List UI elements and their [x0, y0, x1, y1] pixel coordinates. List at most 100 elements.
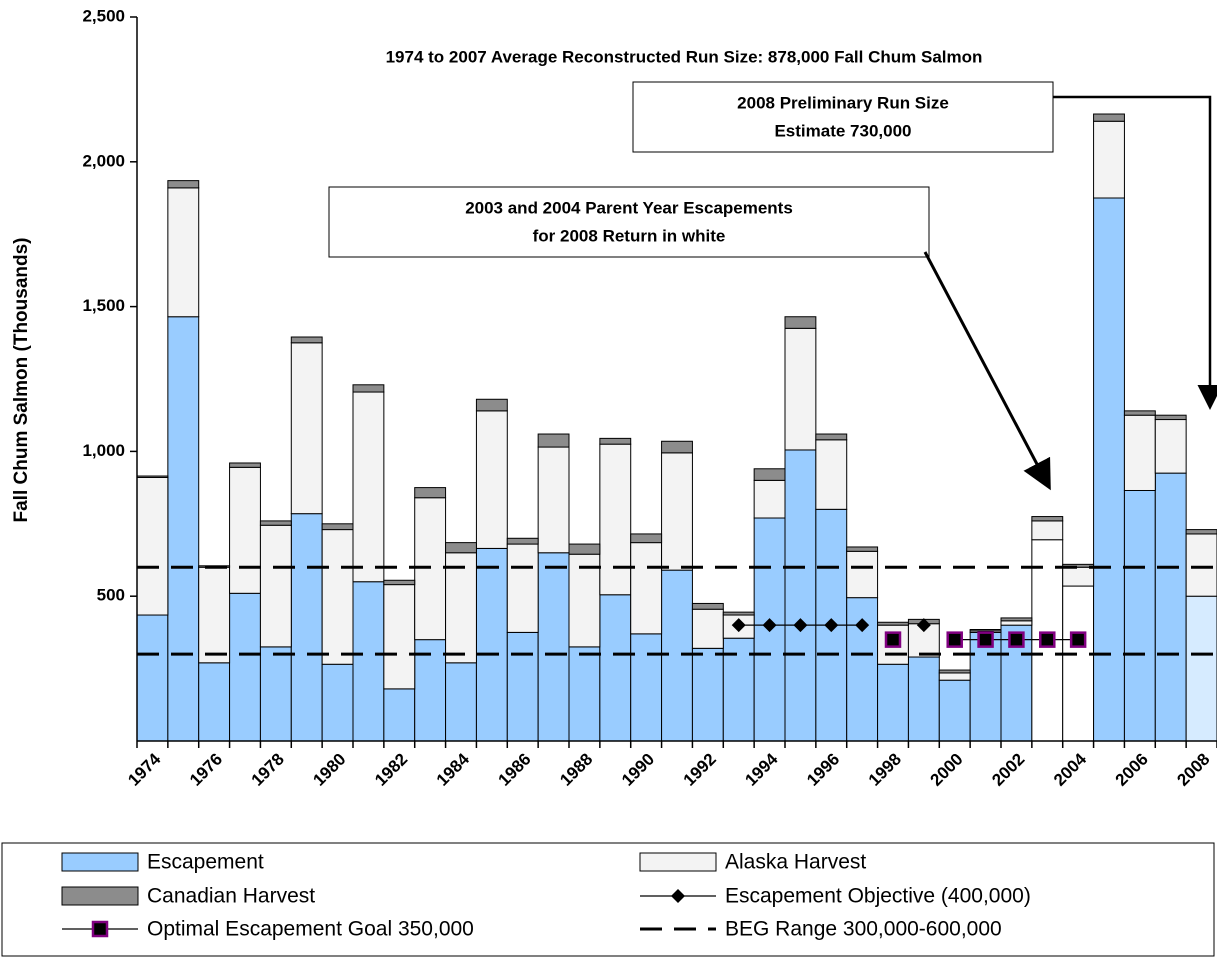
legend-swatch — [91, 920, 109, 938]
bar-segment — [1062, 566, 1095, 587]
line-marker — [1069, 631, 1087, 648]
bar-segment — [568, 553, 601, 648]
bar-segment — [229, 466, 261, 594]
bar-segment — [1000, 617, 1033, 622]
bar-segment — [321, 663, 354, 742]
bar-segment — [167, 316, 200, 742]
annotation-box — [328, 186, 930, 258]
bar-segment — [383, 579, 416, 586]
bar-segment — [1185, 533, 1217, 597]
bar-segment — [383, 584, 416, 690]
bar-segment — [568, 543, 601, 555]
line-marker — [762, 618, 777, 633]
x-tick-label: 2002 — [988, 750, 1028, 790]
bar-segment — [229, 462, 261, 468]
bar-segment — [691, 602, 724, 610]
bar-segment — [475, 398, 508, 412]
bar-segment — [506, 631, 539, 742]
legend-label: Alaska Harvest — [725, 851, 866, 874]
bar-segment — [753, 479, 786, 519]
x-tick-label: 1976 — [186, 750, 226, 790]
bar-segment — [537, 552, 570, 742]
bar-segment — [630, 533, 663, 544]
line-marker — [1039, 631, 1056, 648]
bar-segment — [290, 342, 323, 515]
legend-label: Escapement — [147, 851, 264, 874]
x-tick-label: 1990 — [618, 750, 658, 790]
bar-segment — [753, 468, 786, 481]
x-tick-label: 1982 — [371, 750, 411, 790]
bar-segment — [136, 476, 169, 616]
bar-segment — [568, 646, 601, 742]
annotation-text: for 2008 Return in white — [533, 226, 726, 245]
bar-segment — [198, 566, 231, 664]
bar-segment — [290, 513, 323, 742]
bar-segment — [414, 487, 447, 499]
bar-segment — [445, 662, 477, 742]
bar-segment — [691, 647, 724, 742]
bar-segment — [1031, 516, 1064, 522]
line-marker — [793, 618, 808, 633]
bar-segment — [630, 542, 663, 635]
x-tick-label: 1996 — [803, 750, 843, 790]
bar-segment — [537, 446, 570, 554]
y-tick-label: 1,500 — [82, 296, 125, 315]
x-tick-label: 1984 — [433, 749, 474, 790]
bar-segment — [1154, 472, 1187, 742]
bar-segment — [445, 542, 477, 554]
bar-segment — [630, 633, 663, 742]
legend-label: Canadian Harvest — [147, 885, 315, 908]
annotation-text: Estimate 730,000 — [774, 121, 911, 140]
chart-title: 1974 to 2007 Average Reconstructed Run S… — [386, 47, 983, 66]
bar-segment — [229, 592, 261, 742]
line-marker — [946, 631, 963, 648]
bar-segment — [877, 621, 909, 626]
annotation-text: 2003 and 2004 Parent Year Escapements — [465, 198, 793, 217]
bar-segment — [352, 581, 385, 742]
x-tick-label: 1998 — [865, 750, 905, 790]
bar-segment — [445, 552, 477, 664]
bar-segment — [475, 410, 508, 549]
annotation: 2008 Preliminary Run Size Estimate 730,0… — [328, 81, 1217, 491]
legend — [1, 842, 1215, 957]
legend-label: Optimal Escapement Goal 350,000 — [147, 918, 474, 941]
annotation-text: 2008 Preliminary Run Size — [737, 93, 949, 112]
bar-segment — [167, 180, 200, 189]
bar-segment — [1123, 414, 1156, 491]
x-tick-label: 1994 — [741, 749, 782, 790]
x-tick-label: 2008 — [1173, 750, 1213, 790]
line-marker — [884, 631, 902, 648]
bar-segment — [259, 520, 292, 526]
bar-segment — [846, 550, 879, 599]
x-tick-label: 1980 — [309, 750, 349, 790]
annotation-box — [632, 81, 1054, 153]
bar-segment — [938, 669, 971, 674]
bar-segment — [599, 594, 632, 742]
bar-segment — [1154, 419, 1187, 474]
bar-segment — [691, 608, 724, 649]
bar-segment — [136, 614, 169, 742]
bar-segment — [784, 316, 817, 329]
bar-segment — [136, 475, 169, 478]
line-marker — [977, 631, 994, 648]
bar-segment — [846, 546, 879, 552]
x-tick-label: 2000 — [927, 750, 967, 790]
legend-swatch — [61, 886, 139, 906]
x-tick-label: 2004 — [1050, 749, 1091, 790]
legend-label: Escapement Objective (400,000) — [725, 885, 1031, 908]
line-marker — [1008, 631, 1025, 648]
bar-segment — [661, 452, 693, 571]
bar-segment — [815, 508, 848, 742]
bar-segment — [321, 529, 354, 665]
bar-segment — [167, 187, 200, 318]
y-tick-label: 500 — [97, 586, 125, 605]
bar-segment — [784, 327, 817, 451]
bar-segment — [661, 440, 693, 454]
bar-segment — [321, 523, 354, 531]
bar-segment — [815, 433, 848, 441]
y-tick-label: 1,000 — [82, 441, 125, 460]
bar-segment — [969, 629, 1002, 632]
bar-segment — [599, 437, 632, 445]
bar-segment — [907, 656, 940, 742]
bar-segment — [599, 443, 632, 596]
